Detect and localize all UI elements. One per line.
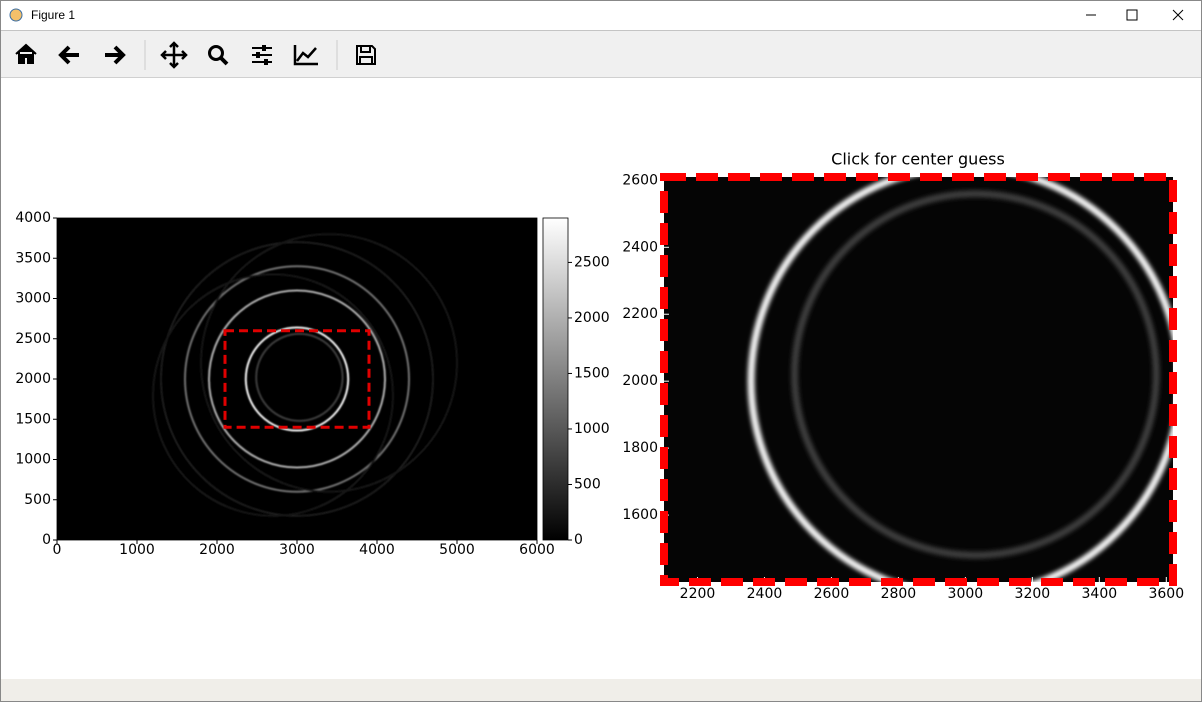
x-tick-label: 2600 (814, 586, 850, 602)
y-tick-label: 0 (42, 532, 51, 548)
image-content (747, 177, 1173, 582)
ring (208, 289, 386, 469)
y-tick-label: 2500 (15, 331, 51, 347)
x-tick-label: 2800 (881, 586, 917, 602)
x-tick-label: 3400 (1082, 586, 1118, 602)
colorbar-tick-label: 2000 (574, 310, 610, 326)
edit-axis-button[interactable] (293, 45, 318, 66)
title-bar (0, 0, 1202, 32)
x-tick-label: 5000 (439, 542, 475, 558)
colorbar (542, 217, 569, 541)
zoom-button[interactable] (208, 45, 224, 61)
ring (255, 332, 344, 422)
ring (791, 190, 1160, 559)
x-tick-label: 3600 (1148, 586, 1184, 602)
image-content (152, 233, 458, 517)
colorbar-tick-label: 500 (574, 476, 601, 492)
colorbar-tick-label: 1500 (574, 365, 610, 381)
y-tick-label: 1000 (15, 452, 51, 468)
y-tick-label: 4000 (15, 210, 51, 226)
axes-frame (56, 217, 538, 541)
axes-frame (660, 173, 1177, 586)
colorbar-tick-label: 1000 (574, 421, 610, 437)
x-tick-label: 2400 (747, 586, 783, 602)
y-tick-label: 2600 (622, 172, 658, 188)
ring (184, 265, 410, 493)
y-tick-label: 2200 (622, 306, 658, 322)
x-tick-label: 3000 (279, 542, 315, 558)
y-tick-label: 2000 (622, 373, 658, 389)
x-tick-label: 3000 (948, 586, 984, 602)
ring (152, 273, 394, 517)
maximize-button[interactable] (1126, 9, 1138, 21)
y-tick-label: 2400 (622, 239, 658, 255)
y-tick-label: 500 (24, 492, 51, 508)
colorbar-tick-label: 0 (574, 532, 583, 548)
x-tick-label: 2200 (680, 586, 716, 602)
status-bar (1, 679, 1201, 701)
y-tick-label: 3500 (15, 250, 51, 266)
y-tick-label: 2000 (15, 371, 51, 387)
x-tick-label: 1000 (119, 542, 155, 558)
save-button[interactable] (356, 45, 376, 65)
x-tick-label: 6000 (519, 542, 555, 558)
ring (200, 233, 458, 493)
y-tick-label: 3000 (15, 291, 51, 307)
toolbar (1, 31, 1201, 77)
selection-box (223, 329, 371, 429)
back-button[interactable] (58, 45, 79, 65)
pan-button[interactable] (160, 41, 188, 69)
colorbar-tick-label: 2500 (574, 254, 610, 270)
close-button[interactable] (1172, 9, 1184, 21)
x-tick-label: 4000 (359, 542, 395, 558)
y-tick-label: 1800 (622, 440, 658, 456)
forward-button[interactable] (105, 45, 126, 65)
app-icon (9, 8, 23, 22)
window-title: Figure 1 (31, 8, 75, 22)
home-button[interactable] (15, 43, 37, 64)
ring (747, 177, 1173, 582)
axes-title: Click for center guess (831, 150, 1005, 169)
y-tick-label: 1600 (622, 507, 658, 523)
x-tick-label: 3200 (1015, 586, 1051, 602)
x-tick-label: 0 (53, 542, 62, 558)
ring (244, 326, 350, 432)
y-tick-label: 1500 (15, 411, 51, 427)
x-tick-label: 2000 (199, 542, 235, 558)
ring (160, 241, 434, 517)
